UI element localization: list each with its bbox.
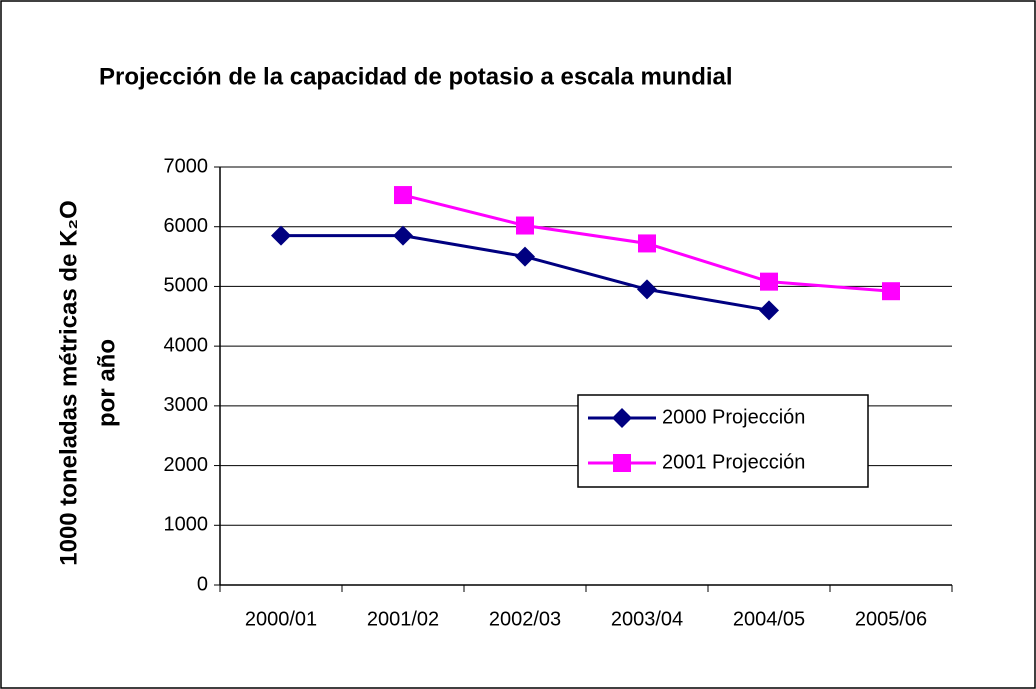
data-point (638, 234, 656, 253)
legend-marker (613, 454, 631, 472)
y-tick-label: 5000 (164, 275, 209, 297)
data-point (882, 282, 900, 301)
x-tick-label: 2001/02 (367, 608, 439, 630)
x-tick-label: 2002/03 (489, 608, 561, 630)
y-tick-label: 2000 (164, 454, 209, 476)
y-tick-label: 4000 (164, 334, 209, 356)
data-point (394, 186, 412, 205)
y-tick-label: 7000 (164, 155, 209, 177)
data-point (759, 300, 779, 321)
y-axis-label: 1000 toneladas métricas de K₂O (55, 200, 82, 566)
x-tick-label: 2005/06 (855, 608, 927, 630)
data-point (637, 279, 657, 300)
data-point (760, 272, 778, 291)
y-axis-label: por año (93, 339, 120, 427)
legend-label: 2001 Projección (662, 451, 805, 473)
data-point (393, 225, 413, 246)
y-tick-label: 3000 (164, 394, 209, 416)
legend-marker (612, 408, 632, 428)
x-tick-label: 2004/05 (733, 608, 805, 630)
x-tick-label: 2000/01 (245, 608, 317, 630)
data-point (515, 246, 535, 267)
y-tick-label: 6000 (164, 215, 209, 237)
x-tick-label: 2003/04 (611, 608, 683, 630)
legend-label: 2000 Projección (662, 406, 805, 428)
data-point (516, 216, 534, 235)
chart-title: Projección de la capacidad de potasio a … (99, 63, 733, 90)
y-tick-label: 0 (197, 573, 208, 595)
y-tick-label: 1000 (164, 514, 209, 536)
data-point (271, 225, 291, 246)
